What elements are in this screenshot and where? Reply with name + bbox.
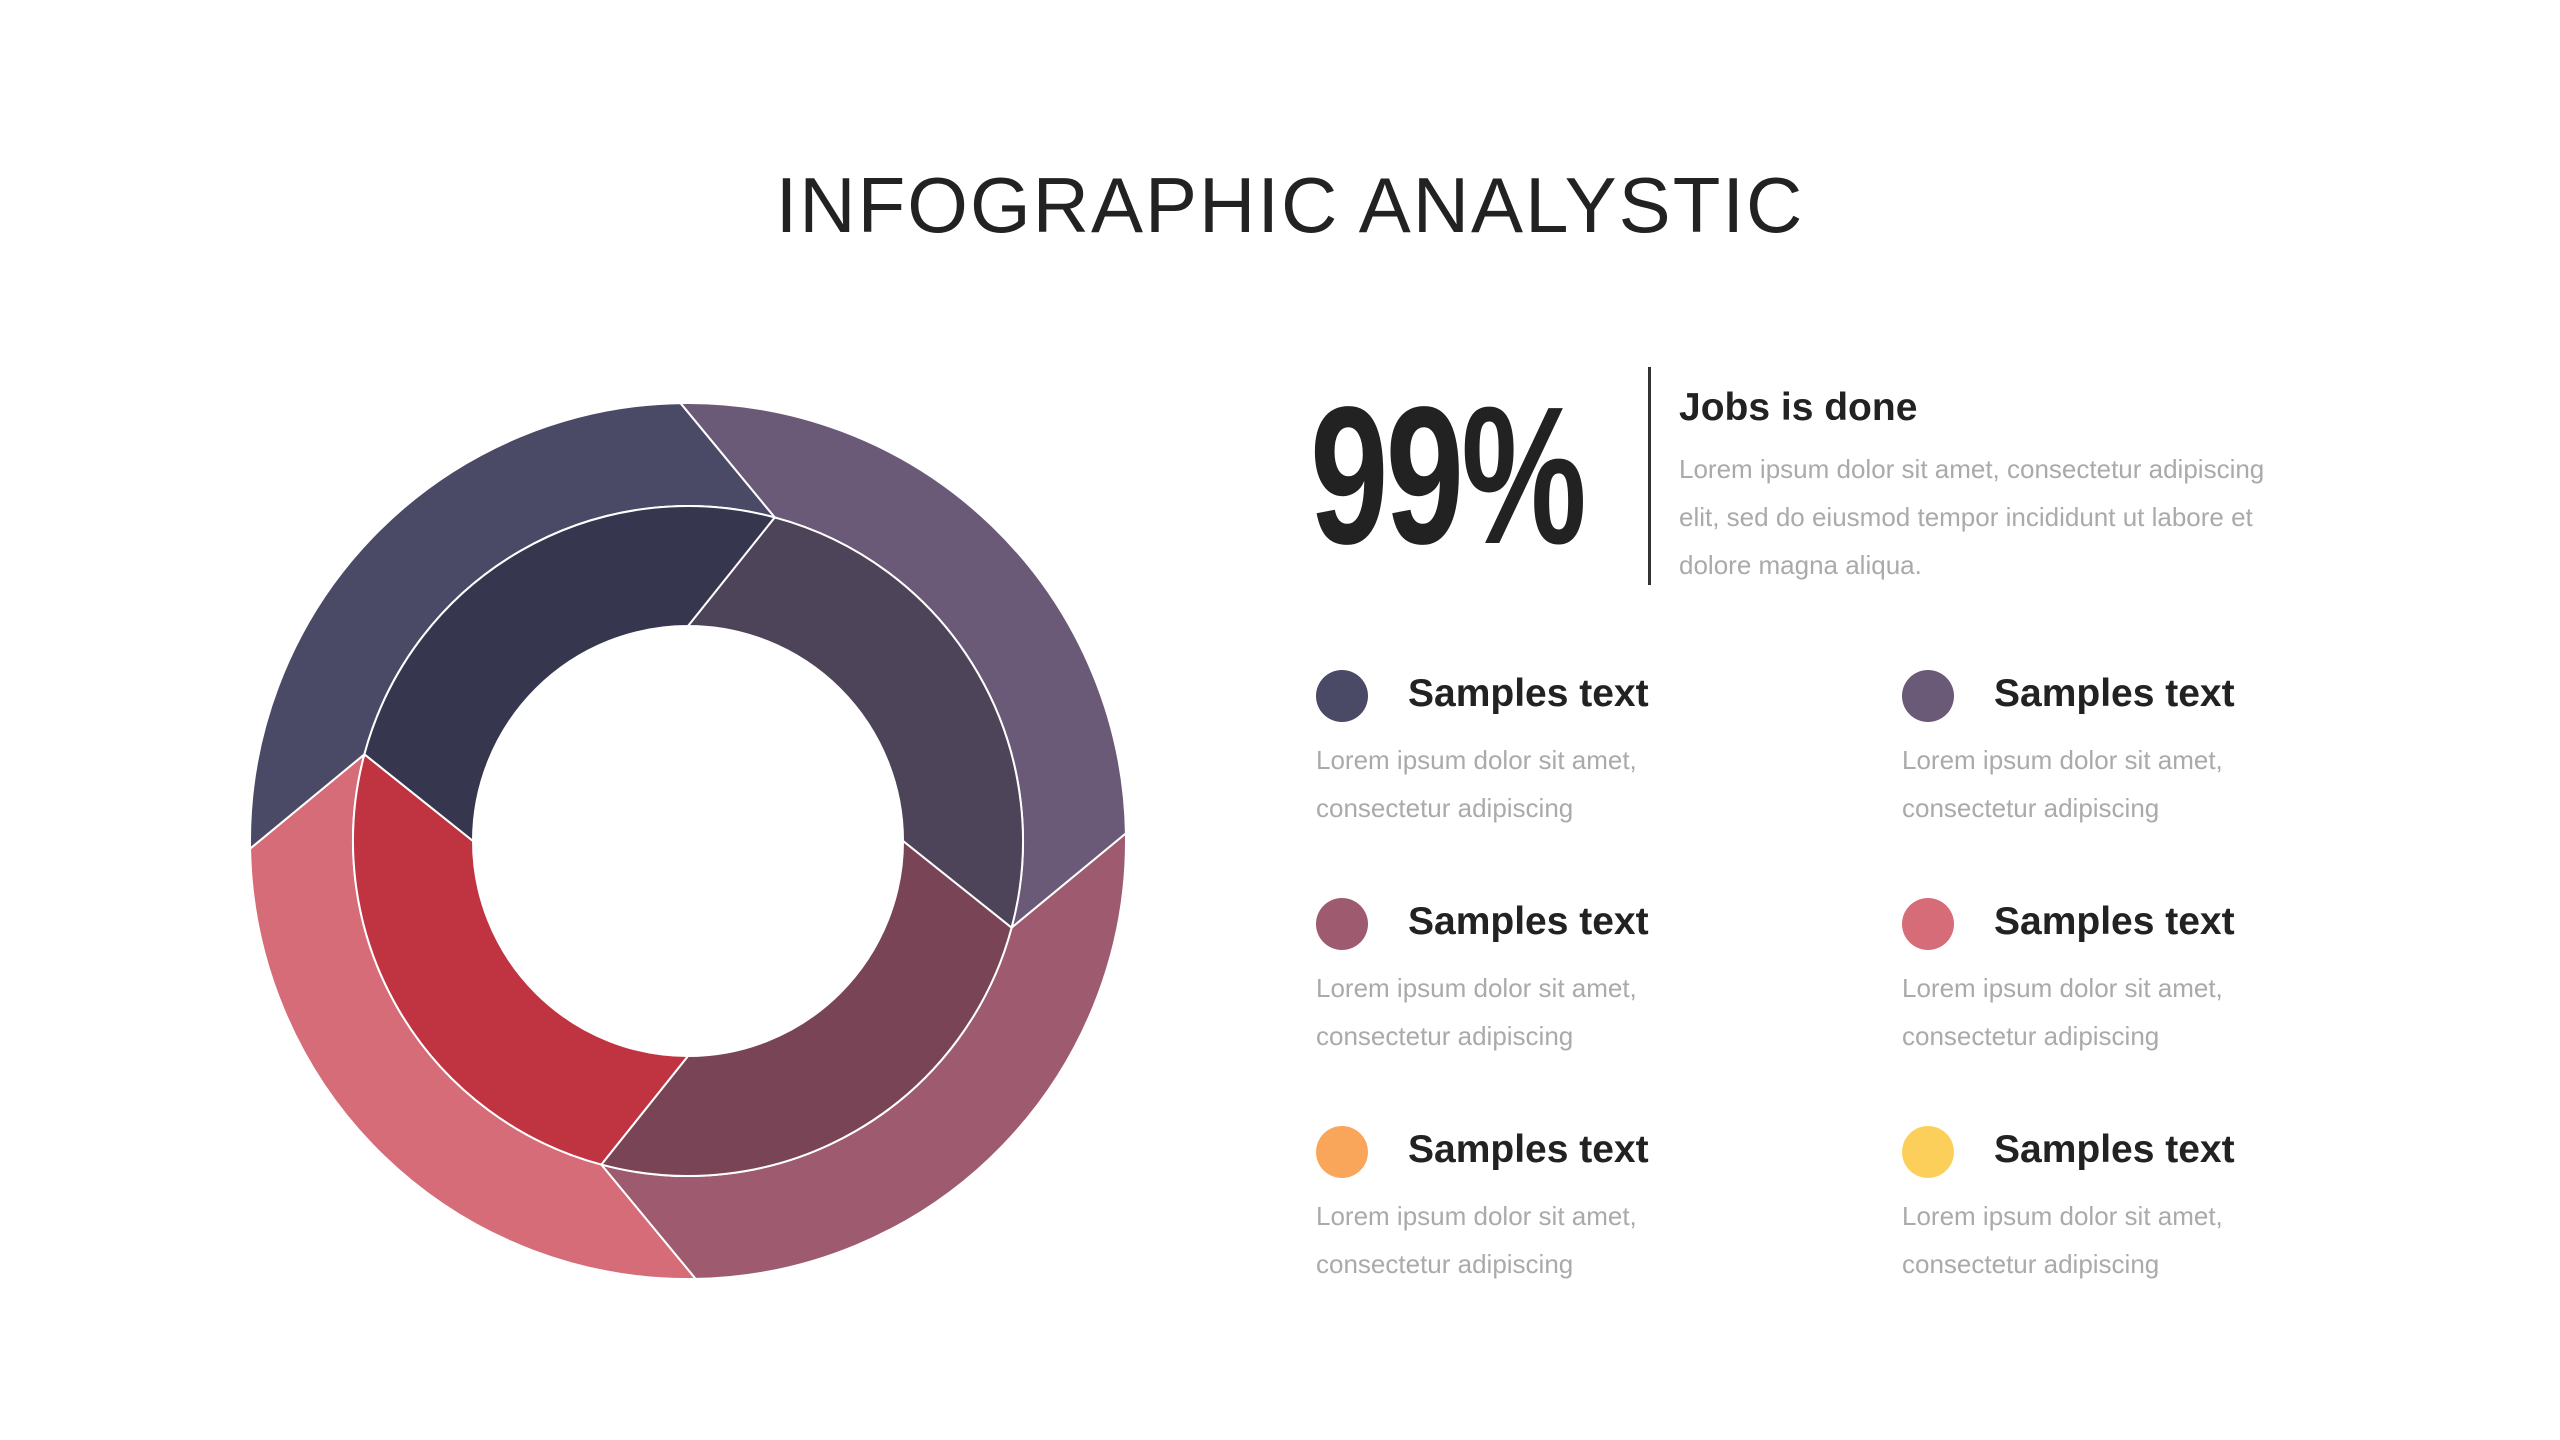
text-line: elit, sed do eiusmod tempor incididunt u… (1679, 502, 2253, 532)
legend-dot (1316, 898, 1368, 950)
item-text: Lorem ipsum dolor sit amet, consectetur a… (1902, 1192, 2223, 1288)
item-text: Lorem ipsum dolor sit amet, consectetur a… (1902, 736, 2223, 832)
title: INFOGRAPHIC ANALYSTIC (775, 161, 1805, 249)
item-title: Samples text (1994, 672, 2235, 715)
text-line: Lorem ipsum dolor sit amet, consectetur … (1679, 454, 2265, 484)
text-line: consectetur adipiscing (1902, 1021, 2160, 1051)
text-line: consectetur adipiscing (1316, 1021, 1574, 1051)
divider (1648, 367, 1651, 585)
stat-heading: Jobs is done (1679, 386, 1918, 429)
item-title: Samples text (1994, 900, 2235, 943)
text-line: dolore magna aliqua. (1679, 550, 1922, 580)
text-line: Lorem ipsum dolor sit amet, (1316, 973, 1637, 1003)
text-line: consectetur adipiscing (1902, 1249, 2160, 1279)
item-title: Samples text (1408, 672, 1649, 715)
item-title: Samples text (1408, 1128, 1649, 1171)
legend-dot (1902, 898, 1954, 950)
donut-segment (352, 752, 691, 1166)
item-title: Samples text (1994, 1128, 2235, 1171)
donut-diagram (249, 402, 1127, 1280)
donut-segment (599, 838, 1013, 1177)
donut-segment (363, 505, 777, 844)
item-text: Lorem ipsum dolor sit amet, consectetur a… (1316, 736, 1637, 832)
text-line: consectetur adipiscing (1902, 793, 2160, 823)
item-text: Lorem ipsum dolor sit amet, consectetur a… (1316, 964, 1637, 1060)
item-text: Lorem ipsum dolor sit amet, consectetur a… (1316, 1192, 1637, 1288)
legend-dot (1316, 1126, 1368, 1178)
text-line: Lorem ipsum dolor sit amet, (1902, 745, 2223, 775)
text-line: consectetur adipiscing (1316, 793, 1574, 823)
text-line: Lorem ipsum dolor sit amet, (1316, 745, 1637, 775)
item-text: Lorem ipsum dolor sit amet, consectetur a… (1902, 964, 2223, 1060)
legend-dot (1902, 1126, 1954, 1178)
item-title: Samples text (1408, 900, 1649, 943)
legend-dot (1902, 670, 1954, 722)
legend-dot (1316, 670, 1368, 722)
text-line: Lorem ipsum dolor sit amet, (1902, 973, 2223, 1003)
stat-value: 99% (1310, 366, 1587, 585)
stat-text: Lorem ipsum dolor sit amet, consectetur … (1679, 445, 2264, 589)
text-line: Lorem ipsum dolor sit amet, (1902, 1201, 2223, 1231)
text-line: Lorem ipsum dolor sit amet, (1316, 1201, 1637, 1231)
donut-segment (685, 516, 1024, 930)
text-line: consectetur adipiscing (1316, 1249, 1574, 1279)
